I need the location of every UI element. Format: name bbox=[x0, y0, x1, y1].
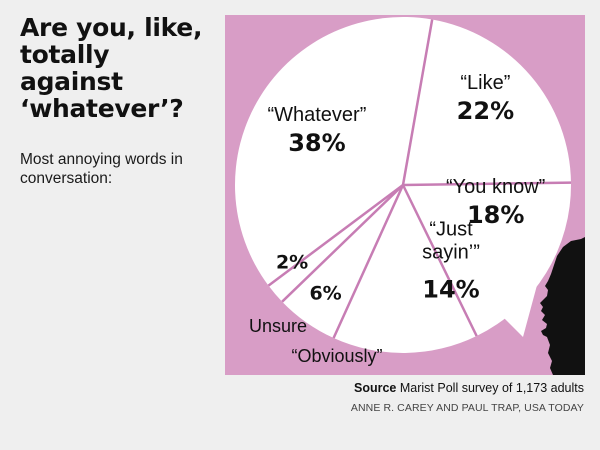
slice-divider bbox=[401, 19, 434, 186]
slice-divider bbox=[281, 184, 404, 303]
pie-slice-whatever bbox=[235, 16, 433, 286]
slice-label-unsure: Unsure bbox=[249, 316, 307, 336]
pie-chart: “Like” 22% “You know” 18%“Just sayin’” 14% 6% “… bbox=[235, 16, 585, 375]
slice-label-youknow: “You know” bbox=[446, 176, 545, 198]
slice-divider bbox=[402, 181, 572, 187]
credit-line: ANNE R. CAREY AND PAUL TRAP, USA TODAY bbox=[350, 402, 584, 414]
pie-labels: “Like” 22% “You know” 18%“Just sayin’” 14% 6% “… bbox=[249, 72, 545, 366]
slice-label-like: “Like” bbox=[460, 72, 510, 94]
source-label: Source bbox=[354, 381, 397, 395]
chart-subtitle: Most annoying words in conversation: bbox=[20, 151, 183, 187]
source-text: Marist Poll survey of 1,173 adults bbox=[399, 381, 584, 395]
chart-panel: “Like” 22% “You know” 18% “Just sayin’” 14% 6% “… bbox=[225, 15, 585, 375]
face-silhouette-icon bbox=[540, 237, 585, 375]
slice-divider bbox=[332, 184, 405, 339]
pie-slice-like bbox=[403, 19, 571, 186]
slice-value-justsayin: 14% bbox=[422, 275, 479, 303]
pie-slice-youknow bbox=[403, 182, 571, 336]
slice-label-obviously: “Obviously” bbox=[291, 346, 382, 366]
slice-value-youknow: 18% bbox=[467, 201, 524, 229]
pie-slices bbox=[235, 16, 571, 354]
pie-slice-obviously bbox=[282, 185, 403, 338]
slice-value-unsure: 2% bbox=[276, 251, 308, 273]
slice-value-like: 22% bbox=[457, 97, 514, 125]
chart-title: Are you, like, totally against ‘whatever… bbox=[20, 13, 203, 123]
slice-label-whatever: “Whatever” bbox=[267, 104, 366, 126]
slice-divider bbox=[401, 184, 478, 337]
pie-slice-justsayin bbox=[333, 185, 477, 354]
slice-value-obviously: 6% bbox=[309, 283, 341, 305]
pie-slice-unsure bbox=[268, 185, 403, 302]
slice-label-justsayin: “Just sayin’” bbox=[422, 218, 480, 263]
pie-dividers bbox=[267, 19, 572, 339]
slice-value-whatever: 38% bbox=[288, 129, 345, 157]
source-note: Source Marist Poll survey of 1,173 adult… bbox=[354, 381, 584, 395]
slice-divider bbox=[267, 183, 404, 287]
